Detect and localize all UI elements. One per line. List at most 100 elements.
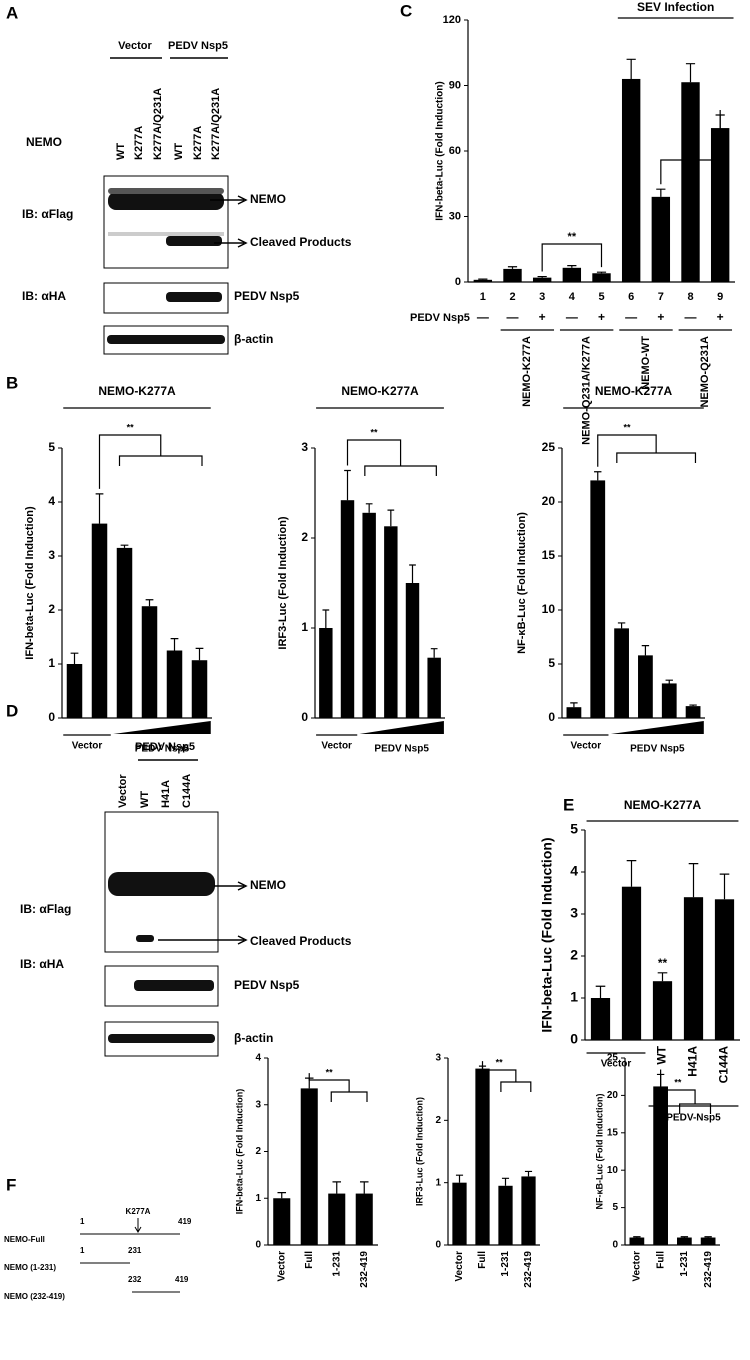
- bar: [685, 706, 701, 718]
- ib-label: IB: αFlag: [20, 902, 71, 916]
- y-tick-label: 1: [435, 1177, 441, 1188]
- band-label: Cleaved Products: [250, 235, 352, 249]
- error-bar: [689, 704, 697, 707]
- lane-label: WT: [173, 143, 185, 160]
- band-label: PEDV Nsp5: [234, 978, 300, 992]
- error-bar: [537, 275, 547, 278]
- error-bar: [344, 469, 351, 501]
- y-tick-label: 5: [612, 1202, 618, 1213]
- x-tick-label: C144A: [717, 1046, 731, 1084]
- x-tick-label: Vector: [276, 1251, 287, 1282]
- group-label: Vector: [571, 741, 602, 752]
- group-label: Vector: [601, 1059, 632, 1070]
- error-bar: [409, 564, 416, 583]
- x-tick-label: Full: [655, 1251, 666, 1269]
- error-bar: [626, 58, 636, 79]
- treatment-sign: +: [598, 310, 605, 324]
- construct-pos: 419: [178, 1217, 192, 1226]
- y-tick-label: 4: [570, 863, 578, 879]
- y-tick-label: 4: [255, 1053, 261, 1064]
- panel-letter: C: [400, 1, 412, 20]
- error-bar: [685, 63, 696, 83]
- bar: [427, 657, 441, 718]
- group-label: Vector: [72, 741, 103, 752]
- treatment-label: PEDV Nsp5: [410, 312, 470, 324]
- bar: [621, 886, 642, 1040]
- chart-title: SEV Infection: [637, 0, 714, 14]
- x-tick-label: 7: [658, 291, 664, 303]
- bar: [362, 512, 376, 718]
- significance: **: [674, 1077, 682, 1087]
- blot-a: Vector PEDV Nsp5 NEMO WT K277A K277A/Q23…: [22, 40, 352, 355]
- y-tick-label: 3: [48, 548, 55, 562]
- bar: [592, 273, 611, 282]
- error-bar: [595, 985, 606, 998]
- y-tick-label: 1: [570, 989, 578, 1005]
- x-tick-label: 1-231: [500, 1251, 511, 1277]
- bracket: [118, 455, 203, 466]
- error-bar: [195, 647, 204, 661]
- x-tick-label: Vector: [454, 1251, 465, 1282]
- panel-letter: E: [563, 795, 574, 814]
- y-tick-label: 90: [449, 79, 461, 91]
- x-tick-label: 6: [628, 291, 634, 303]
- significance: **: [127, 422, 135, 432]
- bar: [328, 1193, 346, 1245]
- construct-pos: K277A: [126, 1207, 151, 1216]
- bracket: [308, 1073, 350, 1092]
- bracket: [346, 439, 402, 466]
- bar: [91, 523, 108, 718]
- y-tick-label: 120: [443, 14, 461, 26]
- error-bar: [657, 972, 668, 982]
- y-tick-label: 1: [301, 620, 308, 634]
- x-tick-label: 2: [509, 291, 515, 303]
- y-tick-label: 0: [435, 1240, 441, 1251]
- y-tick-label: 25: [607, 1053, 619, 1064]
- group-label: PEDV Nsp5: [374, 744, 429, 755]
- y-tick-label: 0: [548, 710, 555, 724]
- bar: [621, 78, 641, 282]
- error-bar: [365, 503, 373, 513]
- panel-letter: B: [6, 373, 18, 392]
- treatment-sign: +: [539, 310, 546, 324]
- blot-d: PEDV Nsp5 Vector WT H41A C144A IB: αFlag…: [20, 741, 352, 1057]
- bar: [638, 655, 653, 718]
- error-bar: [688, 863, 699, 898]
- construct-name: NEMO-Full: [4, 1235, 45, 1244]
- group-label: Vector: [321, 741, 352, 752]
- bracket: [660, 1069, 696, 1104]
- y-tick-label: 2: [301, 530, 308, 544]
- bar: [141, 606, 158, 718]
- x-tick-label: 5: [598, 291, 604, 303]
- y-tick-label: 1: [48, 656, 55, 670]
- x-tick-label: 8: [687, 291, 693, 303]
- construct-pos: 1: [80, 1217, 85, 1226]
- bar: [710, 128, 730, 282]
- error-bar: [145, 599, 154, 607]
- error-bar: [478, 278, 488, 280]
- group-label: Vector: [118, 40, 152, 52]
- ib-label: IB: αHA: [22, 289, 66, 303]
- error-bar: [680, 1236, 689, 1238]
- construct-name: NEMO (232-419): [4, 1292, 65, 1301]
- y-axis-label: IFN-beta-Luc (Fold Induction): [435, 81, 446, 220]
- group-label: NEMO-Q231A/K277A: [581, 336, 593, 445]
- error-bar: [507, 266, 518, 269]
- band-label: PEDV Nsp5: [234, 289, 300, 303]
- bar: [503, 268, 522, 282]
- bracket: [364, 465, 437, 476]
- y-tick-label: 5: [570, 821, 578, 837]
- y-tick-label: 30: [449, 210, 461, 222]
- lane-label: Vector: [117, 774, 129, 808]
- y-tick-label: 15: [607, 1127, 619, 1138]
- x-tick-label: 232-419: [523, 1251, 534, 1288]
- y-tick-label: 10: [542, 602, 556, 616]
- y-tick-label: 3: [570, 905, 578, 921]
- bar: [700, 1237, 716, 1245]
- bar: [614, 628, 629, 718]
- error-bar: [359, 1181, 369, 1194]
- y-tick-label: 5: [548, 656, 555, 670]
- y-tick-label: 3: [301, 440, 308, 454]
- bar: [661, 683, 677, 718]
